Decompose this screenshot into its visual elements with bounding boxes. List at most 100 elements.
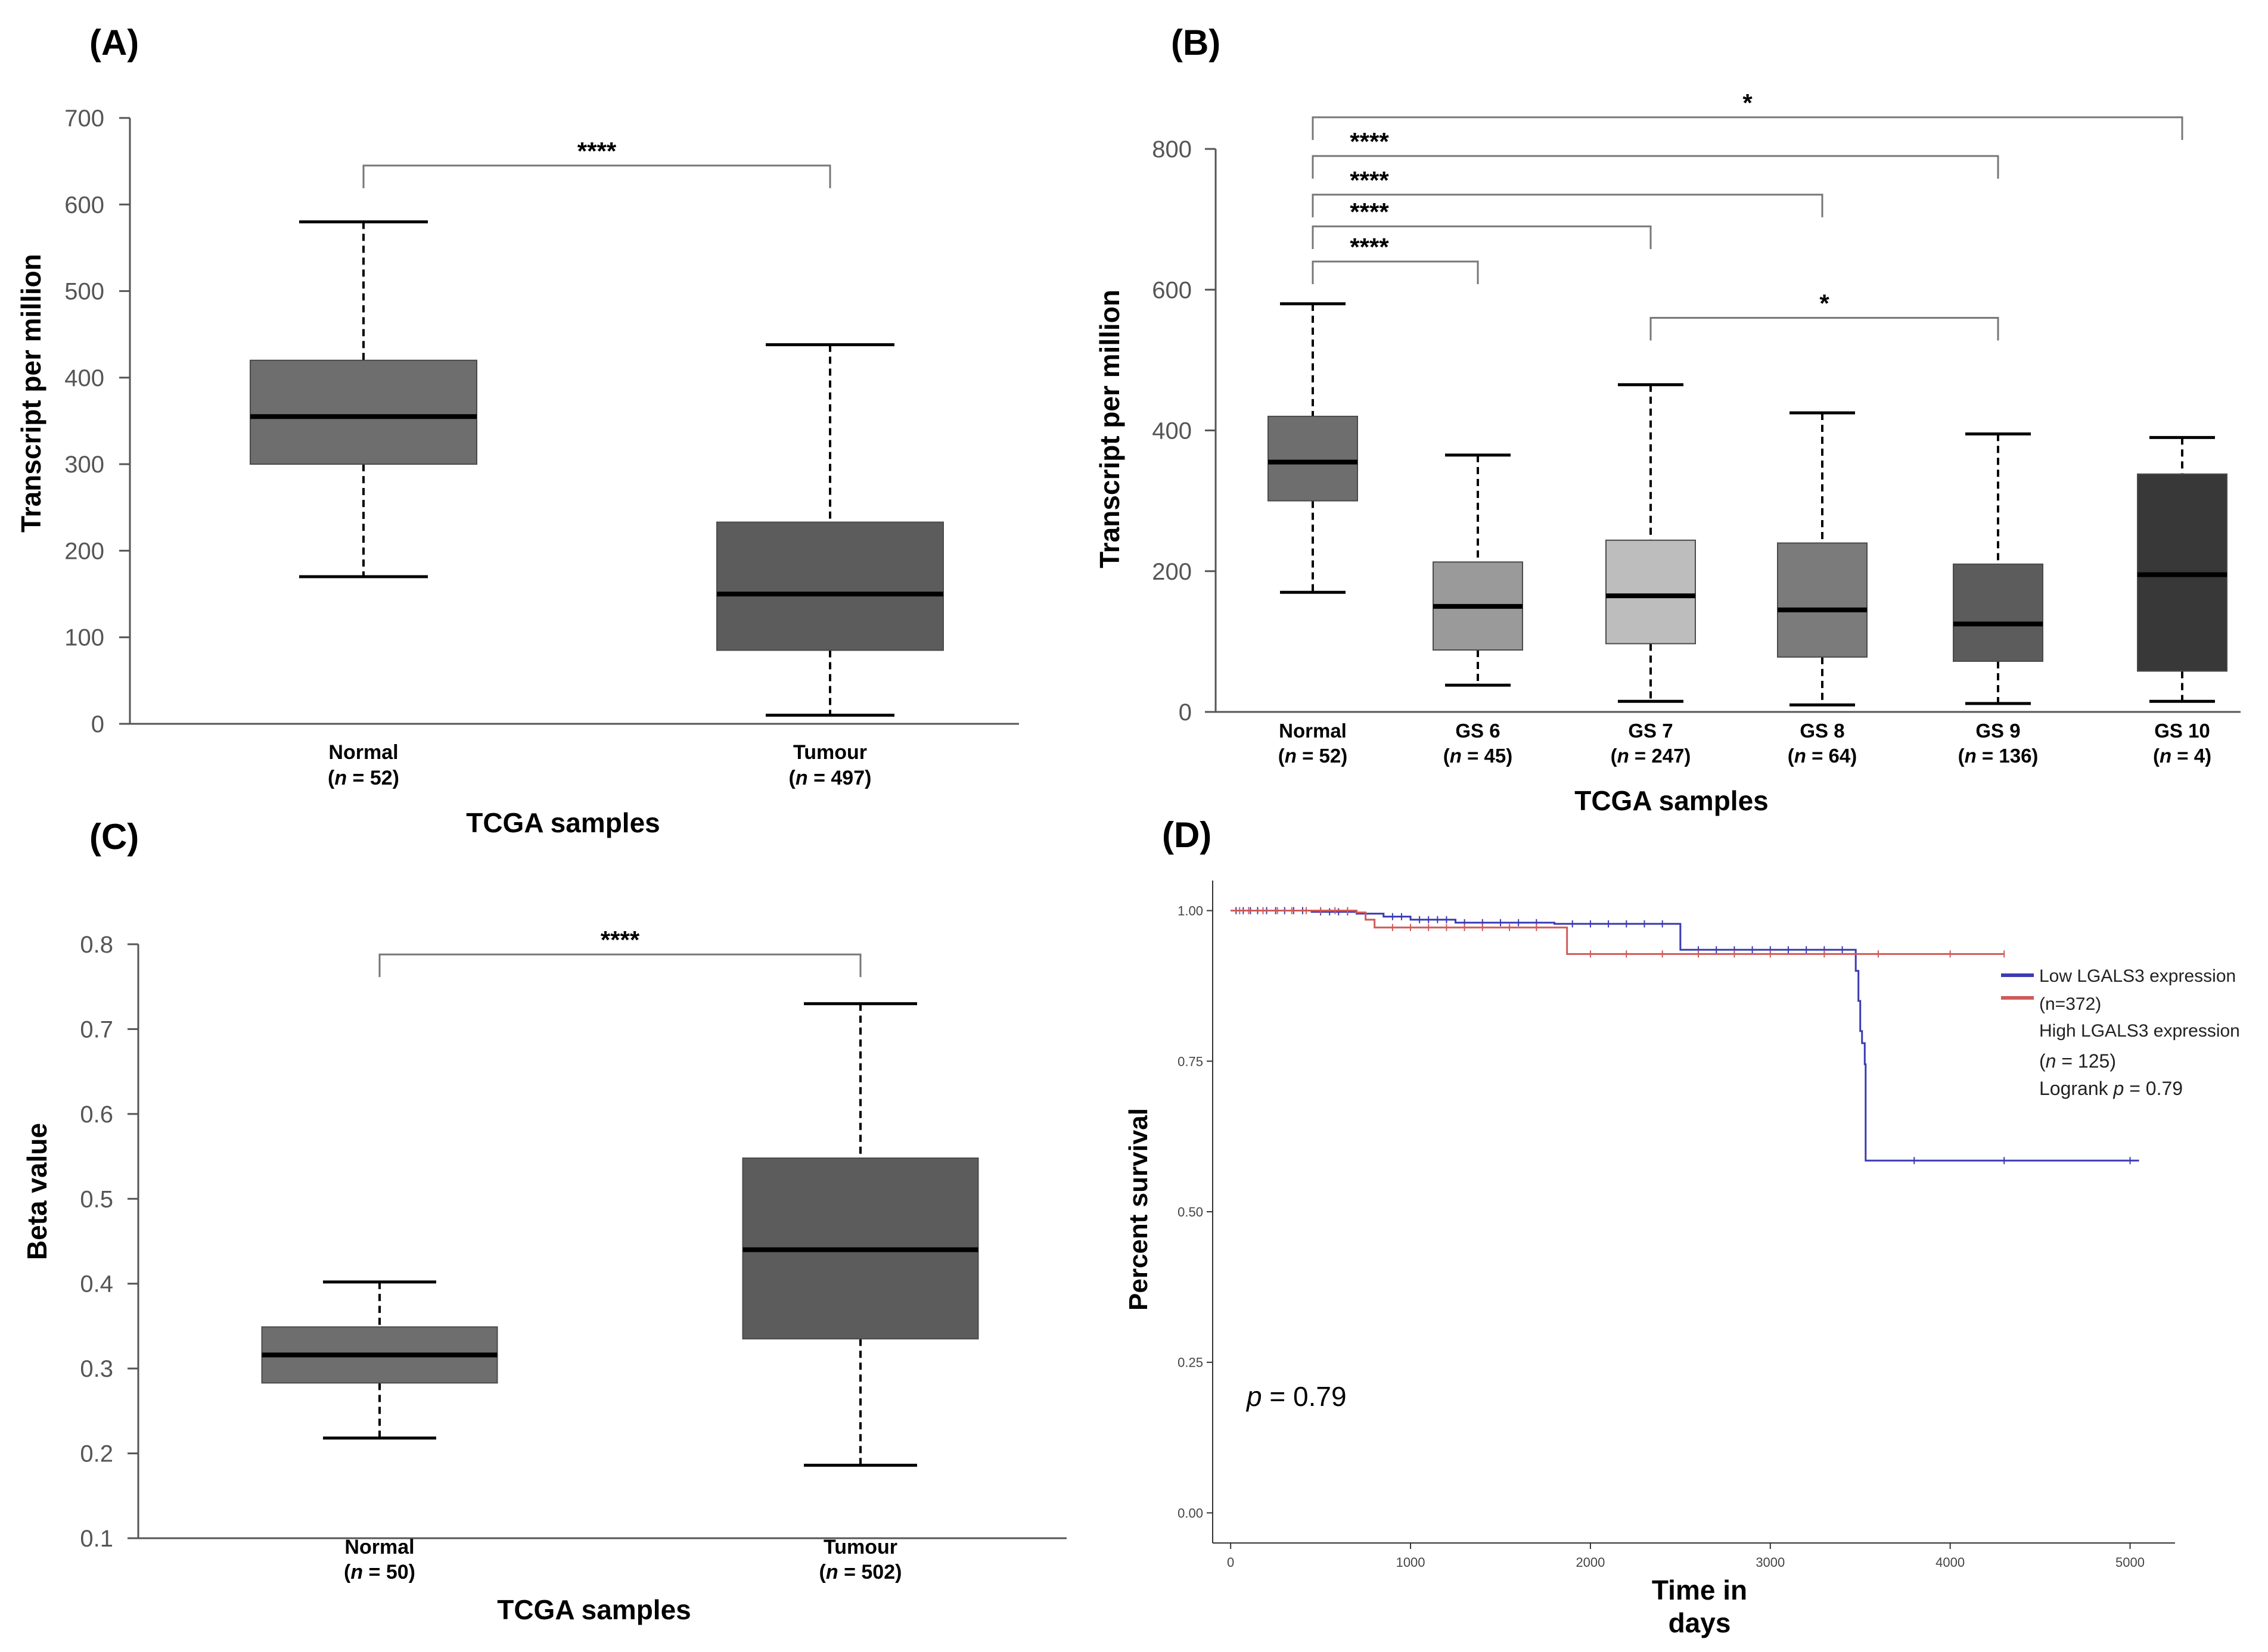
panel-b-y-tick-label: 200 xyxy=(1152,559,1192,585)
panel-b-significance-label: **** xyxy=(1350,233,1389,261)
panel-a-significance-bracket xyxy=(362,164,831,188)
panel-b-box-0 xyxy=(1267,302,1358,594)
box-iqr xyxy=(1953,563,2043,662)
panel-d-x-tick-label: 2000 xyxy=(1576,1555,1605,1570)
box-iqr xyxy=(250,359,477,465)
panel-a-y-tick-label: 400 xyxy=(64,365,104,391)
panel-d-plot: 0.00 0.25 0.50 0.75 1.00 0 1000 2000 3000 4000 500… xyxy=(1178,881,2175,1570)
panel-a-y-tick-label: 500 xyxy=(64,279,104,305)
panel-b-box-5 xyxy=(2137,435,2227,703)
panel-c-category-label: Tumour xyxy=(824,1536,897,1558)
panel-b-significance-bracket xyxy=(1312,260,1479,284)
legend-low-label: Low LGALS3 expression xyxy=(2039,966,2236,986)
panel-a-category-n: (n = 497) xyxy=(789,767,872,789)
panel-a-plot: 0 100 200 300 400 500 600 700 Normal (n = 52) Tumo… xyxy=(64,105,1019,789)
panel-b-category-n: (n = 64) xyxy=(1788,745,1857,767)
panel-d-x-tick-label: 4000 xyxy=(1935,1555,1965,1570)
panel-a-xlabel: TCGA samples xyxy=(466,807,660,838)
panel-b-category-n: (n = 136) xyxy=(1958,745,2039,767)
panel-b: (B) 0 200 400 600 800 Normal (n = 52) GS 6 (n = … xyxy=(1094,23,2241,816)
panel-b-box-3 xyxy=(1777,411,1868,707)
panel-c-ylabel: Beta value xyxy=(21,1123,52,1260)
panel-b-significance-bracket xyxy=(1312,194,1823,217)
panel-b-significance-label: **** xyxy=(1350,198,1389,226)
panel-b-xlabel: TCGA samples xyxy=(1574,785,1769,816)
panel-c-y-tick-label: 0.5 xyxy=(80,1186,113,1212)
panel-a-category-label: Tumour xyxy=(793,741,867,764)
panel-b-category-n: (n = 52) xyxy=(1278,745,1347,767)
panel-b-category-label: Normal xyxy=(1279,720,1347,742)
panel-c-y-tick-label: 0.4 xyxy=(80,1271,113,1298)
panel-b-category-label: GS 7 xyxy=(1628,720,1673,742)
panel-b-significance-label: **** xyxy=(1350,166,1389,194)
panel-b-category-label: GS 6 xyxy=(1455,720,1500,742)
high-expression-curve xyxy=(1231,907,2005,958)
panel-d-x-tick-label: 3000 xyxy=(1756,1555,1785,1570)
panel-d-x-tick-label: 1000 xyxy=(1396,1555,1425,1570)
panel-a-y-tick-label: 700 xyxy=(64,105,104,132)
panel-b-box-2 xyxy=(1605,383,1696,703)
panel-d: (D) 0.00 0.25 0.50 0.75 1.00 0 1000 2000 3000 400… xyxy=(1124,815,2240,1638)
panel-c-box-0 xyxy=(261,1280,498,1440)
panel-d-x-tick-label: 0 xyxy=(1227,1555,1234,1570)
panel-b-y-tick-label: 800 xyxy=(1152,136,1192,163)
panel-c-plot: 0.1 0.2 0.3 0.4 0.5 0.6 0.7 0.8 Normal (n = 50) Tu… xyxy=(80,926,1067,1583)
panel-b-ylabel: Transcript per million xyxy=(1094,290,1125,568)
panel-a-box-1 xyxy=(716,343,944,717)
panel-c-box-1 xyxy=(742,1002,979,1467)
legend-high-label: High LGALS3 expression xyxy=(2039,1021,2240,1041)
panel-a-category-n: (n = 52) xyxy=(328,767,399,789)
box-iqr xyxy=(1605,539,1696,645)
panel-c-y-tick-label: 0.8 xyxy=(80,932,113,958)
panel-c-y-tick-label: 0.1 xyxy=(80,1526,113,1552)
panel-b-category-label: GS 9 xyxy=(1975,720,2020,742)
panel-b-significance-label: * xyxy=(1819,290,1829,318)
panel-b-significance-bracket xyxy=(1312,116,2183,140)
legend-low-n: (n=372) xyxy=(2039,994,2101,1014)
panel-b-significance-bracket xyxy=(1649,317,1999,341)
panel-b-category-label: GS 10 xyxy=(2154,720,2210,742)
panel-b-category-n: (n = 4) xyxy=(2153,745,2211,767)
panel-b-plot: 0 200 400 600 800 Normal (n = 52) GS 6 (n = 45) G… xyxy=(1152,89,2241,767)
panel-b-significance-label: * xyxy=(1742,89,1753,117)
panel-c-label: (C) xyxy=(89,817,139,857)
panel-c-category-label: Normal xyxy=(344,1536,414,1558)
panel-c-category-n: (n = 50) xyxy=(344,1561,415,1583)
panel-c-category-n: (n = 502) xyxy=(819,1561,902,1583)
panel-c-y-tick-label: 0.2 xyxy=(80,1441,113,1467)
panel-b-category-n: (n = 45) xyxy=(1443,745,1512,767)
panel-a-y-tick-label: 600 xyxy=(64,192,104,218)
panel-d-label: (D) xyxy=(1162,815,1211,855)
panel-b-box-1 xyxy=(1433,453,1523,687)
panel-c-y-tick-label: 0.7 xyxy=(80,1016,113,1043)
panel-d-pvalue: p = 0.79 xyxy=(1245,1381,1347,1412)
panel-a-y-tick-label: 300 xyxy=(64,452,104,478)
survival-step-line xyxy=(1231,910,2005,955)
panel-a-box-0 xyxy=(250,220,477,578)
box-iqr xyxy=(716,521,944,651)
panel-b-y-tick-label: 600 xyxy=(1152,277,1192,303)
panel-b-y-tick-label: 400 xyxy=(1152,418,1192,444)
survival-step-line xyxy=(1231,910,2139,1162)
panel-a-y-tick-label: 200 xyxy=(64,538,104,564)
panel-d-ylabel: Percent survival xyxy=(1124,1108,1153,1311)
panel-b-category-n: (n = 247) xyxy=(1611,745,1691,767)
legend-logrank: Logrank p = 0.79 xyxy=(2039,1078,2183,1099)
box-iqr xyxy=(1777,542,1868,658)
panel-a-y-tick-label: 100 xyxy=(64,625,104,651)
legend-high-n: (n = 125) xyxy=(2039,1050,2116,1072)
panel-d-y-tick-label: 0.25 xyxy=(1178,1355,1203,1370)
panel-a-category-label: Normal xyxy=(328,741,398,764)
panel-a-label: (A) xyxy=(89,23,139,63)
panel-b-box-4 xyxy=(1953,432,2043,705)
panel-b-y-tick-label: 0 xyxy=(1179,699,1192,726)
panel-d-y-tick-label: 0.00 xyxy=(1178,1505,1203,1520)
panel-d-xlabel-line2: days xyxy=(1669,1607,1731,1638)
box-iqr xyxy=(1267,415,1358,502)
panel-d-y-tick-label: 0.75 xyxy=(1178,1054,1203,1069)
panel-c-xlabel: TCGA samples xyxy=(497,1594,691,1625)
panel-d-y-tick-label: 0.50 xyxy=(1178,1205,1203,1219)
panel-c-y-tick-label: 0.6 xyxy=(80,1102,113,1128)
panel-b-significance-label: **** xyxy=(1350,127,1389,155)
